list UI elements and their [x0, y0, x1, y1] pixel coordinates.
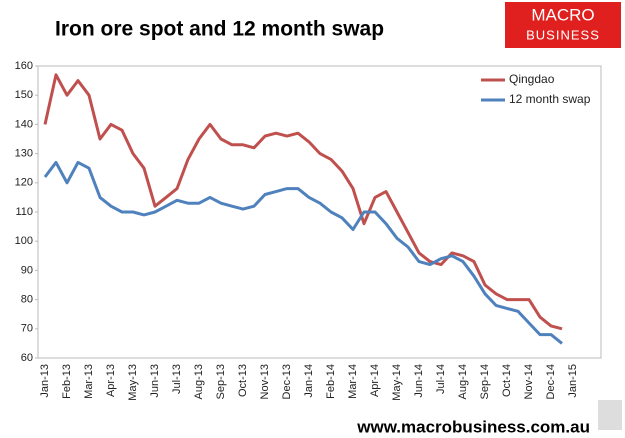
x-tick-label: Jun-14 [413, 364, 425, 398]
x-tick-label: May-13 [127, 364, 139, 401]
logo-text: MACRO [531, 5, 594, 24]
x-tick-label: Aug-14 [457, 364, 469, 399]
x-tick-label: Oct-13 [237, 364, 249, 397]
x-tick-label: Apr-14 [369, 364, 381, 397]
y-tick-label: 100 [15, 235, 33, 247]
x-tick-label: Mar-13 [83, 364, 95, 399]
x-tick-label: Nov-14 [523, 364, 535, 399]
y-tick-label: 160 [15, 60, 33, 72]
series-line [43, 73, 563, 331]
x-tick-label: Mar-14 [347, 364, 359, 399]
series-line [43, 160, 563, 345]
y-tick-label: 60 [21, 352, 33, 364]
logo-text: BUSINESS [526, 27, 600, 42]
y-tick-label: 150 [15, 89, 33, 101]
x-tick-label: Jun-13 [149, 364, 161, 398]
x-tick-label: Feb-13 [61, 364, 73, 399]
y-tick-label: 80 [21, 294, 33, 306]
y-tick-label: 110 [15, 206, 33, 218]
y-tick-label: 70 [21, 323, 33, 335]
x-tick-label: Jul-14 [435, 364, 447, 394]
y-tick-label: 140 [15, 118, 33, 130]
chart-title: Iron ore spot and 12 month swap [55, 18, 384, 41]
legend-label: 12 month swap [509, 92, 591, 106]
x-tick-label: Feb-14 [325, 364, 337, 399]
logo-icon [598, 400, 622, 430]
x-tick-label: Aug-13 [193, 364, 205, 399]
x-tick-label: Jan-13 [39, 364, 51, 398]
legend-label: Qingdao [509, 72, 555, 86]
x-tick-label: Sep-13 [215, 364, 227, 399]
x-tick-label: Sep-14 [479, 364, 491, 399]
y-tick-label: 120 [15, 177, 33, 189]
source: www.macrobusiness.com.au [356, 417, 590, 433]
x-tick-label: Oct-14 [501, 364, 513, 397]
y-tick-label: 130 [15, 148, 33, 160]
x-tick-label: May-14 [391, 364, 403, 401]
x-tick-label: Jul-13 [171, 364, 183, 394]
x-tick-label: Apr-13 [105, 364, 117, 397]
y-tick-label: 90 [21, 264, 33, 276]
x-tick-label: Jan-14 [303, 364, 315, 398]
x-tick-label: Jan-15 [567, 364, 579, 398]
x-tick-label: Dec-13 [281, 364, 293, 399]
x-tick-label: Dec-14 [545, 364, 557, 399]
logo-box [505, 2, 621, 48]
x-tick-label: Nov-13 [259, 364, 271, 399]
